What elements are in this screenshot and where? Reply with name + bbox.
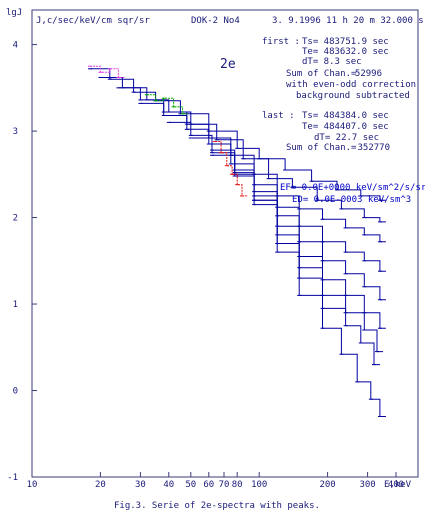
y-tick-label: 4 bbox=[13, 41, 18, 51]
y-tick-label: 2 bbox=[13, 214, 18, 224]
first-sum-label: Sum of Chan.= bbox=[286, 69, 357, 79]
last-label: last : bbox=[262, 111, 295, 121]
series-line-10 bbox=[90, 65, 125, 78]
x-tick-label: 10 bbox=[27, 480, 38, 490]
series-line-8 bbox=[234, 173, 380, 366]
y-tick-label: 1 bbox=[13, 300, 18, 310]
first-info: first : Ts= 483751.9 sec Te= 483632.0 se… bbox=[262, 37, 416, 101]
last-dt: dT= 22.7 sec bbox=[314, 133, 379, 143]
series-line-12 bbox=[215, 141, 248, 197]
first-note-correction: with even-odd correction bbox=[286, 80, 416, 90]
series-line-3 bbox=[118, 87, 386, 243]
x-tick-label: 70 bbox=[219, 480, 230, 490]
first-sum-value: 52996 bbox=[355, 69, 382, 79]
x-tick-label: 20 bbox=[95, 480, 106, 490]
series-line-7 bbox=[212, 154, 383, 353]
series-layer bbox=[87, 65, 386, 417]
datetime-label: 3. 9.1996 11 h 20 m 32.000 s bbox=[272, 16, 424, 26]
x-tick-label: 200 bbox=[319, 480, 335, 490]
ef-parameter: EF= 0.0E+0000 keV/sm^2/s/sr bbox=[280, 183, 425, 193]
last-sum-value: 352770 bbox=[357, 143, 390, 153]
series-line-6 bbox=[190, 137, 386, 329]
first-ts: Ts= 483751.9 sec bbox=[302, 37, 389, 47]
x-axis: 10 20 30 40 50 60 70 80 100 200 300 400 bbox=[27, 472, 404, 490]
ed-parameter: ED= 0.0E-0003 keV/sm^3 bbox=[292, 195, 411, 205]
y-unit-label: J,c/sec/keV/cm sqr/sr bbox=[36, 16, 150, 26]
y-tick-label: 3 bbox=[13, 127, 18, 137]
x-tick-label: 100 bbox=[251, 480, 267, 490]
first-dt: dT= 8.3 sec bbox=[302, 57, 362, 67]
series-line-9 bbox=[254, 199, 386, 417]
first-label: first : bbox=[262, 37, 300, 47]
last-ts: Ts= 484384.0 sec bbox=[302, 111, 389, 121]
plot-frame bbox=[31, 9, 419, 478]
last-sum-label: Sum of Chan.= bbox=[286, 143, 357, 153]
x-tick-label: 50 bbox=[185, 480, 196, 490]
y-tick-label: 0 bbox=[13, 387, 18, 397]
series-line-11 bbox=[146, 94, 189, 115]
chart-title: 2e bbox=[220, 57, 236, 72]
x-tick-label: 80 bbox=[232, 480, 243, 490]
x-tick-label: 40 bbox=[163, 480, 174, 490]
figure-caption: Fig.3. Serie of 2e-spectra with peaks. bbox=[114, 501, 320, 511]
series-line-1 bbox=[90, 68, 386, 201]
x-tick-label: 30 bbox=[135, 480, 146, 490]
last-te: Te= 484407.0 sec bbox=[302, 122, 389, 132]
x-tick-label: 300 bbox=[359, 480, 375, 490]
x-tick-label: 60 bbox=[203, 480, 214, 490]
first-note-background: background subtracted bbox=[296, 91, 410, 101]
y-axis: -1 0 1 2 3 4 bbox=[7, 41, 37, 483]
y-tick-label: -1 bbox=[7, 473, 18, 483]
device-label: DOK-2 No4 bbox=[191, 16, 240, 26]
x-tick-label: 400 bbox=[388, 480, 404, 490]
last-info: last : Ts= 484384.0 sec Te= 484407.0 sec… bbox=[262, 111, 390, 153]
y-axis-name: lgJ bbox=[6, 8, 22, 18]
x-axis-label: E,keV bbox=[384, 480, 412, 490]
first-te: Te= 483632.0 sec bbox=[302, 47, 389, 57]
